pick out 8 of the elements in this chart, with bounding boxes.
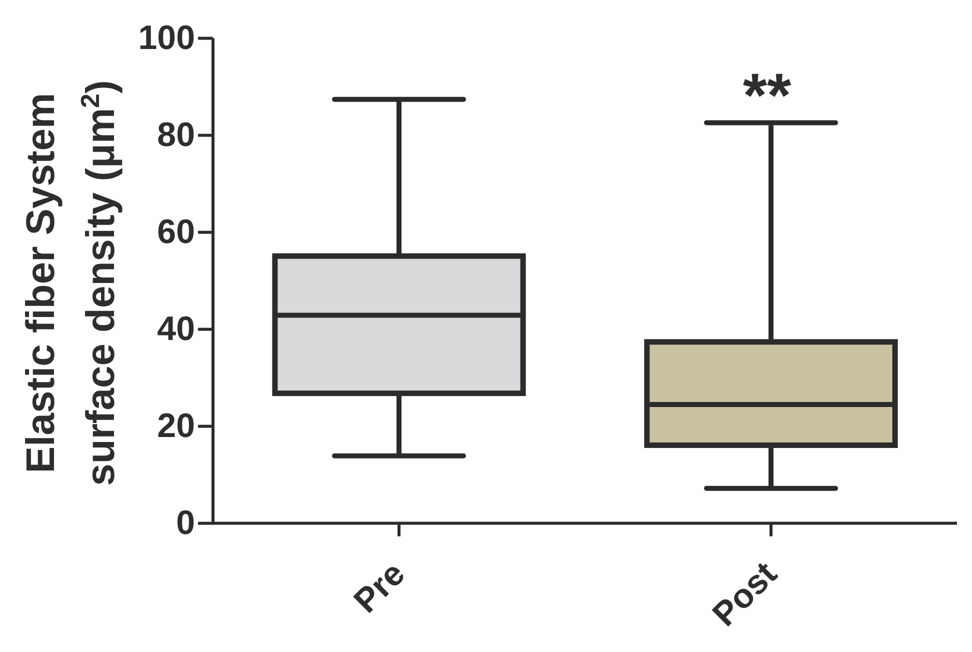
y-tick-label: 60 — [157, 213, 195, 252]
y-tick-label: 20 — [157, 407, 195, 446]
y-tick-label: 100 — [138, 19, 195, 58]
annotation: ** — [742, 62, 792, 131]
y-tick-label: 80 — [157, 116, 195, 154]
y-tick-label: 0 — [176, 504, 195, 542]
x-tick-label: Pre — [346, 554, 412, 620]
y-tick-label: 40 — [157, 310, 195, 348]
